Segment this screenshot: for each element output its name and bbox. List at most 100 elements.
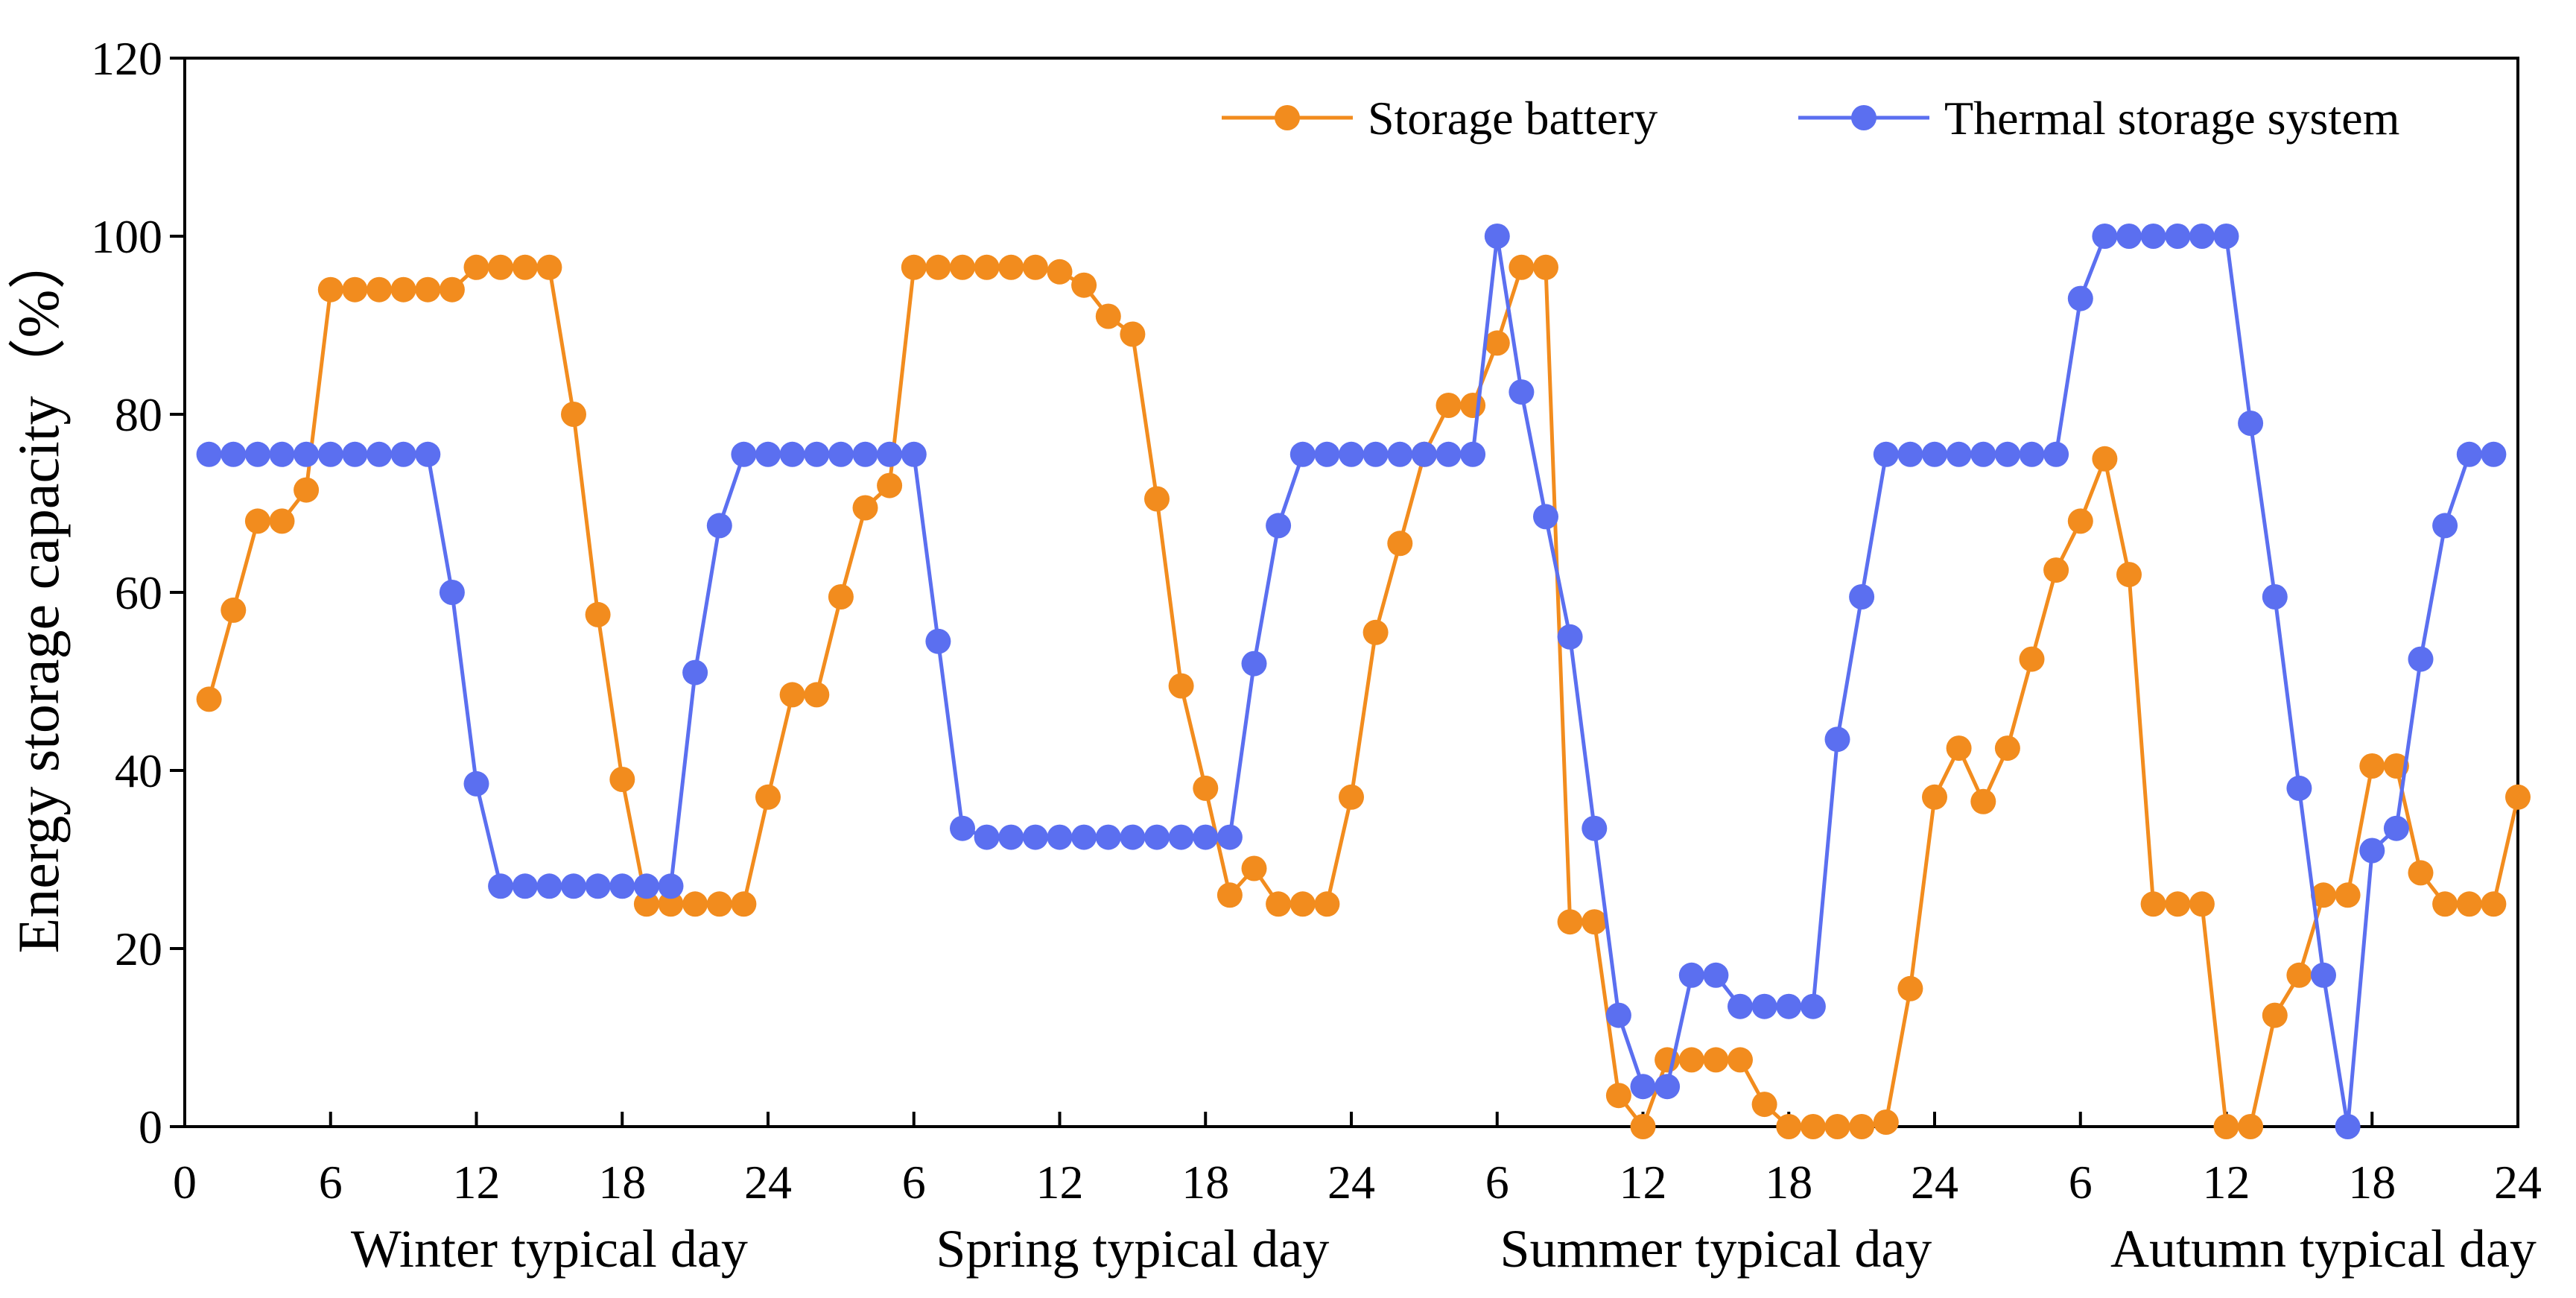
data-point (1435, 393, 1462, 418)
data-point (1605, 1083, 1631, 1109)
season-label: Spring typical day (936, 1219, 1329, 1279)
data-point (536, 254, 562, 280)
data-point (998, 254, 1024, 280)
data-point (1994, 735, 2020, 762)
data-point (1387, 441, 1413, 467)
data-point (196, 686, 222, 712)
data-point (294, 441, 320, 467)
data-point (1703, 962, 1729, 988)
data-point (2408, 860, 2434, 886)
data-point (1047, 259, 1073, 285)
data-point (1897, 975, 1923, 1001)
data-point (998, 824, 1024, 850)
y-tick-label: 80 (115, 388, 162, 441)
data-point (1800, 993, 1826, 1019)
data-point (1362, 619, 1389, 645)
data-point (244, 441, 270, 467)
data-point (609, 767, 635, 792)
data-point (1824, 726, 1850, 753)
data-point (1193, 775, 1219, 801)
data-point (2262, 584, 2288, 610)
data-point (2116, 224, 2142, 249)
data-point (2262, 1002, 2288, 1028)
data-point (1144, 824, 1170, 850)
data-point (2311, 882, 2336, 908)
data-point (2165, 891, 2191, 917)
data-point (317, 441, 343, 467)
series-layer (196, 224, 2531, 1139)
data-point (1873, 441, 1899, 467)
series-line (209, 234, 2494, 1129)
data-point (852, 441, 878, 467)
data-point (1994, 441, 2020, 467)
data-point (415, 276, 441, 303)
plot-area (183, 57, 2519, 1128)
legend-marker (1851, 105, 1877, 130)
data-point (512, 254, 538, 280)
data-point (2481, 891, 2507, 917)
data-point (1022, 824, 1048, 850)
data-point (1897, 441, 1923, 467)
data-point (1970, 788, 1996, 814)
data-point (294, 477, 320, 503)
legend-label: Thermal storage system (1944, 92, 2399, 145)
data-point (585, 873, 611, 899)
data-point (1557, 624, 1583, 650)
data-point (342, 276, 368, 303)
data-point (1460, 441, 1486, 467)
data-point (1655, 1074, 1681, 1100)
data-point (1509, 254, 1535, 280)
data-point (1095, 303, 1121, 329)
x-tick-label: 18 (2348, 1156, 2396, 1209)
data-point (2043, 557, 2069, 583)
data-point (1435, 441, 1462, 467)
data-point (2238, 411, 2264, 436)
data-point (877, 472, 903, 498)
data-point (755, 784, 781, 810)
data-point (1873, 1109, 1899, 1135)
x-tick-label: 6 (319, 1156, 343, 1209)
data-point (682, 891, 708, 917)
data-point (852, 495, 878, 521)
data-point (804, 441, 830, 467)
x-tick-label: 24 (744, 1156, 792, 1209)
data-point (1289, 441, 1316, 467)
data-point (2019, 646, 2045, 672)
data-point (2481, 441, 2507, 467)
legend-item: Thermal storage system (1798, 92, 2399, 145)
data-point (1241, 855, 1267, 881)
data-point (1557, 909, 1583, 935)
legend-label: Storage battery (1368, 92, 1657, 145)
data-point (1266, 891, 1292, 917)
data-point (901, 441, 927, 467)
season-label: Autumn typical day (2110, 1219, 2537, 1279)
x-tick-label: 6 (1485, 1156, 1509, 1209)
data-point (1922, 441, 1947, 467)
data-point (2067, 285, 2093, 311)
season-labels: Winter typical day Spring typical day Summ… (351, 1219, 2537, 1279)
plot-frame (183, 57, 2519, 1128)
x-tick-label: 24 (1327, 1156, 1375, 1209)
data-point (1533, 504, 1558, 530)
data-point (1168, 673, 1194, 699)
data-point (974, 254, 1000, 280)
data-point (755, 441, 781, 467)
y-tick-label: 120 (91, 32, 162, 85)
data-point (244, 508, 270, 534)
data-point (1824, 1114, 1850, 1139)
x-tick-label: 24 (1911, 1156, 1958, 1209)
data-point (1605, 1002, 1631, 1028)
data-point (269, 441, 295, 467)
y-axis: 0 20 40 60 80 100 120 (91, 32, 185, 1153)
data-point (682, 659, 708, 686)
data-point (925, 254, 951, 280)
x-tick-label: 12 (2203, 1156, 2250, 1209)
data-point (877, 441, 903, 467)
y-tick-label: 100 (91, 210, 162, 263)
data-point (463, 254, 489, 280)
data-point (1946, 441, 1972, 467)
legend: Storage battery Thermal storage system (1222, 92, 2399, 145)
legend-item: Storage battery (1222, 92, 1657, 145)
y-axis-title: Energy storage capacity（%） (6, 232, 71, 954)
data-point (2092, 224, 2118, 249)
